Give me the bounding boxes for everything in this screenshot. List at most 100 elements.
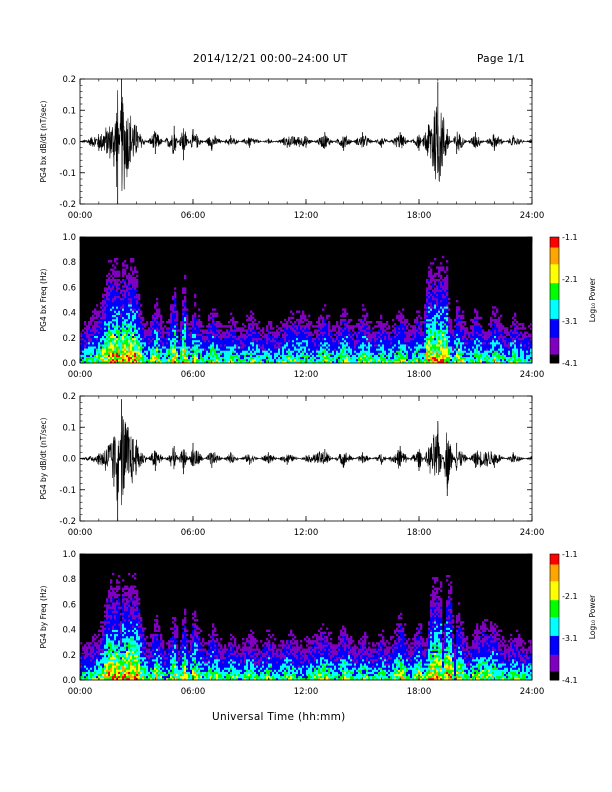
spectrogram-cell (320, 360, 323, 364)
spectrogram-cell (300, 329, 303, 332)
spectrogram-cell (268, 333, 271, 336)
spectrogram-cell (132, 304, 135, 307)
spectrogram-cell (356, 323, 359, 326)
spectrogram-cell (102, 321, 105, 324)
spectrogram-cell (342, 346, 345, 349)
spectrogram-cell (390, 342, 393, 345)
spectrogram-cell (420, 335, 423, 339)
spectrogram-cell (446, 300, 449, 303)
spectrogram-cell (124, 272, 127, 276)
spectrogram-cell (472, 333, 475, 336)
spectrogram-cell (448, 354, 451, 357)
spectrogram-cell (134, 335, 137, 339)
spectrogram-cell (292, 329, 295, 332)
spectrogram-cell (114, 339, 117, 343)
spectrogram-cell (374, 342, 377, 345)
spectrogram-cell (374, 344, 377, 347)
spectrogram-cell (132, 260, 135, 263)
spectrogram-cell (446, 350, 449, 353)
spectrogram-cell (452, 350, 455, 353)
spectrogram-cell (400, 323, 403, 326)
spectrogram-cell (424, 358, 427, 362)
spectrogram-cell (240, 329, 243, 332)
spectrogram-cell (346, 354, 349, 357)
spectrogram-cell (500, 342, 503, 345)
spectrogram-cell (172, 350, 175, 353)
spectrogram-cell (206, 329, 209, 332)
spectrogram-cell (348, 318, 351, 322)
spectrogram-cell (88, 329, 91, 332)
y-tick-label: 0.2 (62, 75, 76, 85)
spectrogram-cell (154, 337, 157, 341)
spectrogram-cell (180, 339, 183, 343)
spectrogram-cell (414, 360, 417, 364)
spectrogram-cell (198, 344, 201, 347)
spectrogram-cell (144, 360, 147, 364)
spectrogram-cell (432, 342, 435, 345)
spectrogram-cell (390, 337, 393, 341)
spectrogram-cell (100, 352, 103, 355)
spectrogram-cell (292, 312, 295, 315)
spectrogram-cell (420, 325, 423, 328)
spectrogram-cell (108, 346, 111, 349)
spectrogram-cell (398, 310, 401, 313)
spectrogram-cell (310, 350, 313, 353)
spectrogram-cell (484, 350, 487, 353)
spectrogram-cell (184, 291, 187, 294)
spectrogram-cell (224, 339, 227, 343)
spectrogram-cell (416, 346, 419, 349)
spectrogram-cell (432, 360, 435, 364)
spectrogram-cell (398, 339, 401, 343)
spectrogram-cell (112, 354, 115, 357)
spectrogram-cell (138, 329, 141, 332)
spectrogram-cell (440, 287, 443, 290)
spectrogram-cell (136, 281, 139, 284)
spectrogram-cell (490, 339, 493, 343)
spectrogram-cell (398, 327, 401, 330)
spectrogram-cell (110, 331, 113, 334)
spectrogram-cell (240, 342, 243, 345)
spectrogram-cell (108, 344, 111, 347)
spectrogram-cell (298, 337, 301, 341)
spectrogram-cell (322, 329, 325, 332)
spectrogram-cell (328, 325, 331, 328)
spectrogram-cell (322, 342, 325, 345)
spectrogram-cell (384, 346, 387, 349)
spectrogram-cell (206, 333, 209, 336)
spectrogram-cell (342, 314, 345, 318)
spectrogram-cell (132, 350, 135, 353)
spectrogram-cell (146, 337, 149, 341)
spectrogram-cell (430, 333, 433, 336)
spectrogram-cell (126, 346, 129, 349)
spectrogram-cell (276, 350, 279, 353)
spectrogram-cell (110, 310, 113, 313)
spectrogram-cell (174, 360, 177, 364)
spectrogram-cell (410, 333, 413, 336)
spectrogram-cell (444, 281, 447, 284)
spectrogram-cell (370, 342, 373, 345)
spectrogram-cell (282, 344, 285, 347)
spectrogram-cell (416, 360, 419, 364)
spectrogram-cell (158, 350, 161, 353)
spectrogram-cell (488, 360, 491, 364)
spectrogram-cell (458, 354, 461, 357)
spectrogram-cell (110, 304, 113, 307)
spectrogram-cell (156, 310, 159, 313)
spectrogram-cell (120, 300, 123, 303)
spectrogram-cell (338, 337, 341, 341)
spectrogram-cell (172, 297, 175, 301)
spectrogram-cell (442, 291, 445, 294)
spectrogram-cell (364, 323, 367, 326)
spectrogram-cell (168, 344, 171, 347)
spectrogram-cell (106, 314, 109, 318)
spectrogram-cell (310, 354, 313, 357)
spectrogram-cell (212, 335, 215, 339)
spectrogram-cell (454, 348, 457, 351)
spectrogram-cell (118, 358, 121, 362)
spectrogram-cell (384, 342, 387, 345)
spectrogram-cell (448, 350, 451, 353)
spectrogram-cell (106, 344, 109, 347)
spectrogram-cell (372, 358, 375, 362)
spectrogram-cell (492, 331, 495, 334)
spectrogram-cell (436, 318, 439, 322)
